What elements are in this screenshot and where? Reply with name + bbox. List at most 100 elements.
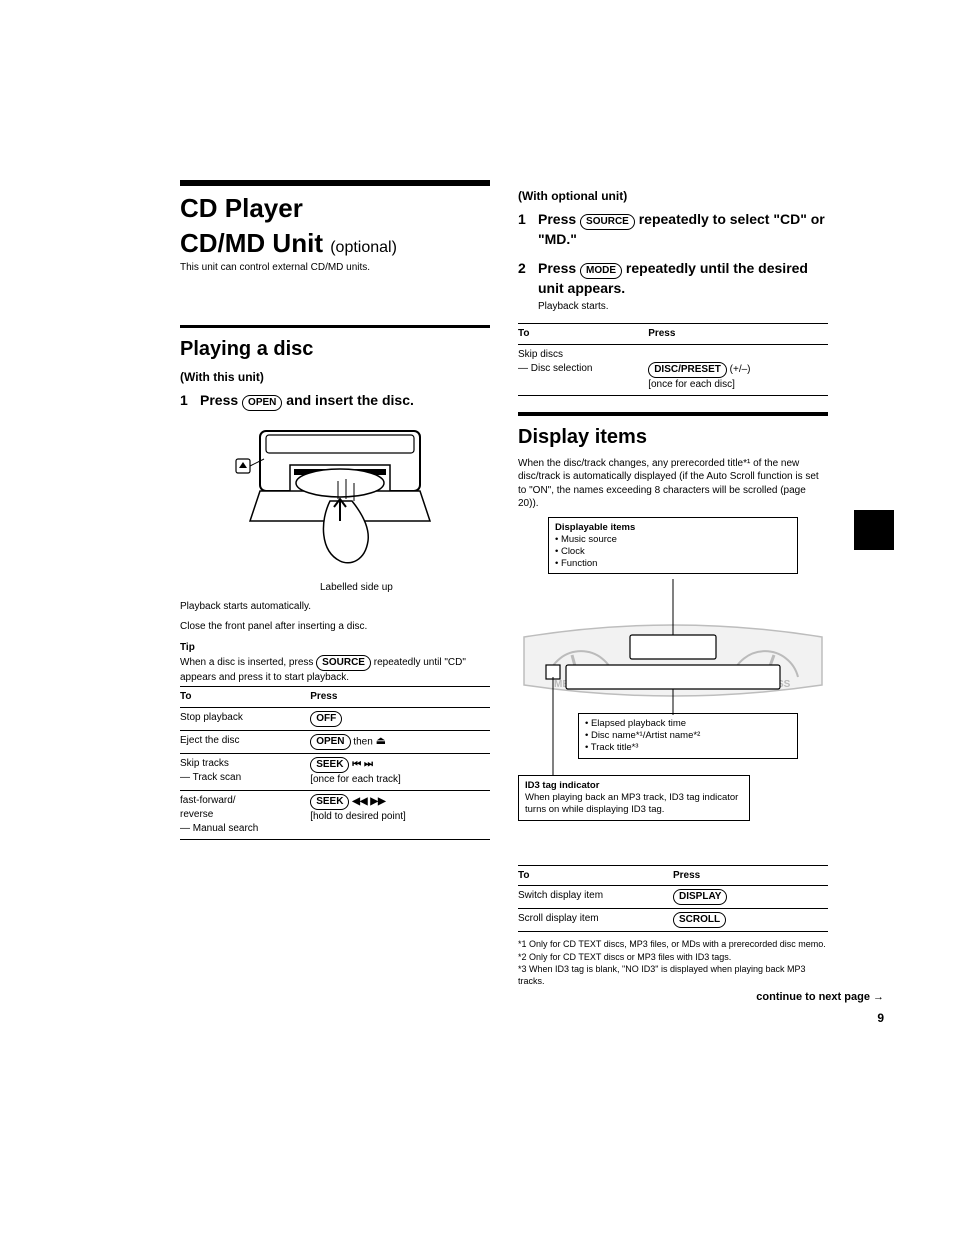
cell-action: Switch display item [518,886,673,909]
step-number: 1 [180,391,194,411]
disp-item: • Disc name*¹/Artist name*² [585,730,791,742]
eject-icon: ⏏ [376,734,386,749]
display-panel-diagram: Displayable items • Music source • Clock… [518,517,828,857]
external-note: This unit can control external CD/MD uni… [180,261,490,275]
tip-label: Tip [180,642,195,653]
table-row: Skip discs — Disc selection DISC/PRESET … [518,344,828,395]
cell-press: SEEK ◀◀ ▶▶ [hold to desired point] [310,791,490,840]
cell-txt: then [351,736,376,747]
cell-press: SCROLL [673,909,828,932]
disp-box-title: Displayable items [555,522,791,534]
th-press: Press [648,324,828,345]
section-title-cd: CD Player [180,194,490,223]
id3-box: ID3 tag indicator When playing back an M… [518,775,750,821]
optional-text: (optional) [330,239,397,256]
left-column: CD Player CD/MD Unit (optional) This uni… [180,60,490,987]
cell-press: DISPLAY [673,886,828,909]
caption-close-panel: Close the front panel after inserting a … [180,620,490,634]
step-sub: Playback starts. [538,300,828,314]
disp-item: • Elapsed playback time [585,718,791,730]
two-column-layout: CD Player CD/MD Unit (optional) This uni… [180,60,894,987]
cell-sub: [hold to desired point] [310,810,486,824]
section-title-cdmd-text: CD/MD Unit [180,228,323,258]
subsection-rule [180,325,490,328]
playback-controls-table: To Press Stop playback OFF Eject the dis… [180,686,490,840]
table-row: Scroll display item SCROLL [518,909,828,932]
r-step1-a: Press [538,211,580,227]
mode-button[interactable]: MODE [580,263,622,279]
cell-action: Scroll display item [518,909,673,932]
subhead-optional-unit: (With optional unit) [518,188,828,204]
step-text: Press MODE repeatedly until the desired … [538,259,828,313]
device-diagram [180,421,490,571]
table-row: Stop playback OFF [180,707,490,730]
mid-rule [518,412,828,416]
disp-item: • Track title*³ [585,742,791,754]
manual-page: CD Player CD/MD Unit (optional) This uni… [0,0,954,1235]
tip-block: Tip When a disc is inserted, press SOURC… [180,641,490,684]
cell-press: DISC/PRESET (+/–) [once for each disc] [648,344,828,395]
disp-item: • Music source [555,534,791,546]
display-intro: When the disc/track changes, any prereco… [518,457,828,511]
step1-b: and insert the disc. [282,392,413,408]
off-button[interactable]: OFF [310,711,342,727]
step-2r: 2 Press MODE repeatedly until the desire… [518,259,828,313]
disc-select-table: To Press Skip discs — Disc selection DIS… [518,323,828,396]
id3-body: When playing back an MP3 track, ID3 tag … [525,792,743,816]
cell-action: Skip discs — Disc selection [518,344,648,395]
cell-action: Eject the disc [180,730,310,753]
table-row: Switch display item DISPLAY [518,886,828,909]
seek-button[interactable]: SEEK [310,794,349,810]
cell-sub: [once for each track] [310,773,486,787]
cell-action: fast-forward/ reverse — Manual search [180,791,310,840]
cell-action: Stop playback [180,707,310,730]
disc-preset-button[interactable]: DISC/PRESET [648,362,727,378]
tip-a: When a disc is inserted, press [180,657,316,668]
caption-autoplay: Playback starts automatically. [180,600,490,614]
th-to: To [518,865,673,886]
displayable-mid-box: • Elapsed playback time • Disc name*¹/Ar… [578,713,798,759]
disp-item: • Function [555,558,791,570]
th-to: To [180,687,310,708]
ffrw-icons: ◀◀ ▶▶ [352,796,386,807]
displayable-box: Displayable items • Music source • Clock… [548,517,798,575]
skip-icons: ⏮ ⏭ [352,759,373,770]
source-button[interactable]: SOURCE [580,214,635,230]
th-to: To [518,324,648,345]
id3-title: ID3 tag indicator [525,780,743,792]
th-press: Press [673,865,828,886]
source-button[interactable]: SOURCE [316,655,371,671]
section-rule [180,180,490,186]
h2-display-items: Display items [518,424,828,451]
cell-press: OPEN then ⏏ [310,730,490,753]
continue-next-page: continue to next page → [756,991,884,1003]
table-row: Eject the disc OPEN then ⏏ [180,730,490,753]
step1-a: Press [200,392,242,408]
step-text: Press OPEN and insert the disc. [200,391,414,411]
seek-button[interactable]: SEEK [310,757,349,773]
table-row: fast-forward/ reverse — Manual search SE… [180,791,490,840]
table-row: Skip tracks — Track scan SEEK ⏮ ⏭ [once … [180,754,490,791]
device-svg [180,421,490,571]
step-number: 1 [518,210,532,249]
th-press: Press [310,687,490,708]
step-text: Press SOURCE repeatedly to select "CD" o… [538,210,828,249]
right-column: (With optional unit) 1 Press SOURCE repe… [518,60,828,987]
cell-press: SEEK ⏮ ⏭ [once for each track] [310,754,490,791]
disp-item: • Clock [555,546,791,558]
step-1: 1 Press OPEN and insert the disc. [180,391,490,411]
display-button[interactable]: DISPLAY [673,889,727,905]
cell-action: Skip tracks — Track scan [180,754,310,791]
open-button[interactable]: OPEN [242,395,282,411]
side-tab [854,510,894,550]
footnote: *2 Only for CD TEXT discs or MP3 files w… [518,951,828,963]
footnote: *1 Only for CD TEXT discs, MP3 files, or… [518,938,828,950]
footnote: *3 When ID3 tag is blank, "NO ID3" is di… [518,963,828,987]
tip-body: When a disc is inserted, press SOURCE re… [180,655,490,685]
r-step2-a: Press [538,260,580,276]
scroll-button[interactable]: SCROLL [673,912,726,928]
display-controls-table: To Press Switch display item DISPLAY Scr… [518,865,828,933]
step-1r: 1 Press SOURCE repeatedly to select "CD"… [518,210,828,249]
open-button[interactable]: OPEN [310,734,350,750]
caption-label-side-up: Labelled side up [320,581,490,595]
